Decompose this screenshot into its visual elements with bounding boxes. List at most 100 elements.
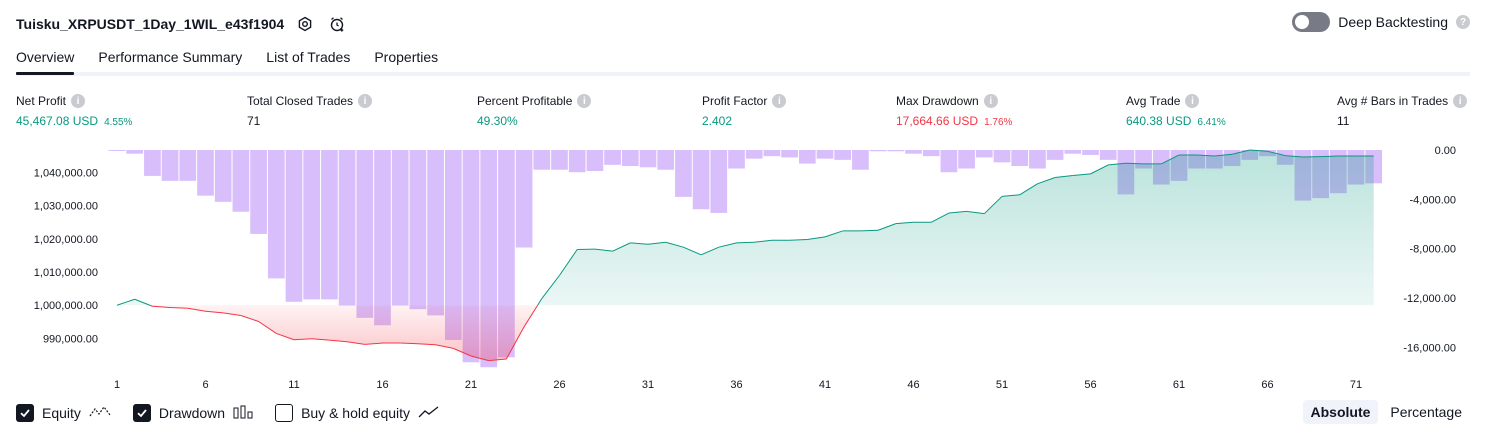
strategy-header: Tuisku_XRPUSDT_1Day_1WIL_e43f1904 <box>16 12 348 36</box>
equity-line-segment <box>754 239 772 243</box>
equity-line-segment <box>116 298 135 306</box>
deep-backtesting-label: Deep Backtesting <box>1338 14 1448 30</box>
drawdown-bar <box>728 150 745 169</box>
tab-overview[interactable]: Overview <box>16 46 75 76</box>
tab-performance-summary[interactable]: Performance Summary <box>98 49 243 65</box>
info-icon[interactable]: i <box>983 94 998 108</box>
drawdown-bar <box>533 150 551 170</box>
drawdown-bar <box>391 150 409 306</box>
drawdown-bar <box>338 150 356 306</box>
equity-line-segment <box>877 223 896 231</box>
metric-percent-profitable: Percent Profitable i 49.30% <box>477 93 592 128</box>
drawdown-bar <box>285 150 303 302</box>
equity-line-icon <box>89 405 111 422</box>
tab-list-of-trades[interactable]: List of Trades <box>266 49 351 65</box>
equity-line-segment <box>948 210 967 214</box>
metric-value: 17,664.66 USD <box>896 114 979 128</box>
drawdown-bar <box>940 150 958 173</box>
settings-icon[interactable] <box>294 13 316 35</box>
equity-line-segment <box>311 338 330 341</box>
drawdown-bar <box>905 150 922 154</box>
x-tick-label: 6 <box>202 379 208 391</box>
deep-backtesting-toggle[interactable] <box>1292 12 1331 32</box>
drawdown-bar <box>161 150 179 181</box>
equity-line-segment <box>594 248 613 252</box>
info-icon[interactable]: i <box>1453 94 1468 108</box>
drawdown-bar <box>798 150 816 164</box>
equity-line-segment <box>347 341 365 345</box>
drawdown-checkbox[interactable] <box>132 404 151 422</box>
drawdown-bar <box>1046 150 1064 160</box>
info-icon[interactable]: i <box>358 94 373 108</box>
drawdown-bar <box>1064 150 1082 154</box>
equity-line-segment <box>541 275 560 299</box>
equity-line-segment <box>364 342 383 345</box>
tab-bar: Overview Performance Summary List of Tra… <box>16 46 1470 76</box>
drawdown-bar <box>232 150 250 212</box>
equity-line-segment <box>1161 154 1180 165</box>
equity-line-segment <box>488 358 507 362</box>
drawdown-bar <box>551 150 568 170</box>
equity-checkbox[interactable] <box>16 404 34 422</box>
info-icon[interactable]: i <box>772 94 787 108</box>
metric-percent: 4.55% <box>104 117 133 128</box>
equity-line-segment <box>417 343 436 346</box>
equity-line-segment <box>966 210 985 215</box>
legend-equity[interactable]: Equity <box>16 404 111 422</box>
equity-line-segment <box>400 342 418 345</box>
drawdown-bar <box>409 150 427 310</box>
equity-line-segment <box>329 339 348 343</box>
percentage-button[interactable]: Percentage <box>1382 400 1470 424</box>
equity-drawdown-chart[interactable]: 1,040,000.00 1,030,000.00 1,020,000.00 1,01… <box>0 140 1486 395</box>
drawdown-bar <box>763 150 781 157</box>
help-icon[interactable]: ? <box>1456 15 1470 29</box>
y-left-tick-label: 1,010,000.00 <box>34 267 98 279</box>
drawdown-bar <box>657 150 675 170</box>
x-tick-label: 11 <box>288 379 299 391</box>
drawdown-bar <box>267 150 285 279</box>
drawdown-bar <box>816 150 834 159</box>
info-icon[interactable]: i <box>71 94 86 108</box>
legend-buy-hold[interactable]: Buy & hold equity <box>275 404 440 422</box>
tab-properties[interactable]: Properties <box>374 49 439 65</box>
x-tick-label: 56 <box>1084 379 1096 391</box>
alert-clock-icon[interactable] <box>326 13 348 35</box>
drawdown-bar <box>852 150 869 170</box>
info-icon[interactable]: i <box>577 94 592 108</box>
equity-line-segment <box>1037 177 1056 185</box>
drawdown-bar <box>834 150 852 160</box>
buy-hold-checkbox[interactable] <box>275 404 294 422</box>
metric-label: Total Closed Trades <box>247 94 354 108</box>
drawdown-bar <box>710 150 728 213</box>
equity-line-segment <box>187 307 206 312</box>
metric-total-closed-trades: Total Closed Trades i 71 <box>247 93 373 128</box>
drawdown-bar <box>427 150 444 316</box>
equity-line-segment <box>700 246 719 256</box>
x-tick-label: 26 <box>553 379 565 391</box>
drawdown-bar <box>250 150 267 234</box>
info-icon[interactable]: i <box>1185 94 1200 108</box>
legend-drawdown[interactable]: Drawdown <box>132 404 253 422</box>
x-tick-label: 1 <box>114 379 120 391</box>
equity-line-segment <box>895 221 914 225</box>
metric-value: 71 <box>247 114 261 128</box>
equity-line-segment <box>683 246 702 256</box>
drawdown-bar <box>1029 150 1046 169</box>
deep-backtesting-control: Deep Backtesting ? <box>1292 12 1470 32</box>
absolute-button[interactable]: Absolute <box>1302 400 1379 424</box>
drawdown-bar <box>958 150 975 169</box>
metric-label: Avg # Bars in Trades <box>1337 94 1449 108</box>
equity-line-segment <box>1196 154 1215 157</box>
drawdown-bar <box>692 150 710 210</box>
drawdown-bar <box>321 150 338 300</box>
x-tick-label: 46 <box>907 379 919 391</box>
equity-line-segment <box>1125 162 1144 165</box>
metric-profit-factor: Profit Factor i 2.402 <box>702 93 787 128</box>
drawdown-bar <box>1011 150 1029 167</box>
metric-label: Max Drawdown <box>896 94 979 108</box>
x-tick-label: 41 <box>819 379 831 391</box>
metric-percent: 6.41% <box>1197 117 1226 128</box>
equity-line-segment <box>240 315 259 322</box>
equity-line-segment <box>630 242 649 245</box>
drawdown-bar <box>869 150 887 152</box>
